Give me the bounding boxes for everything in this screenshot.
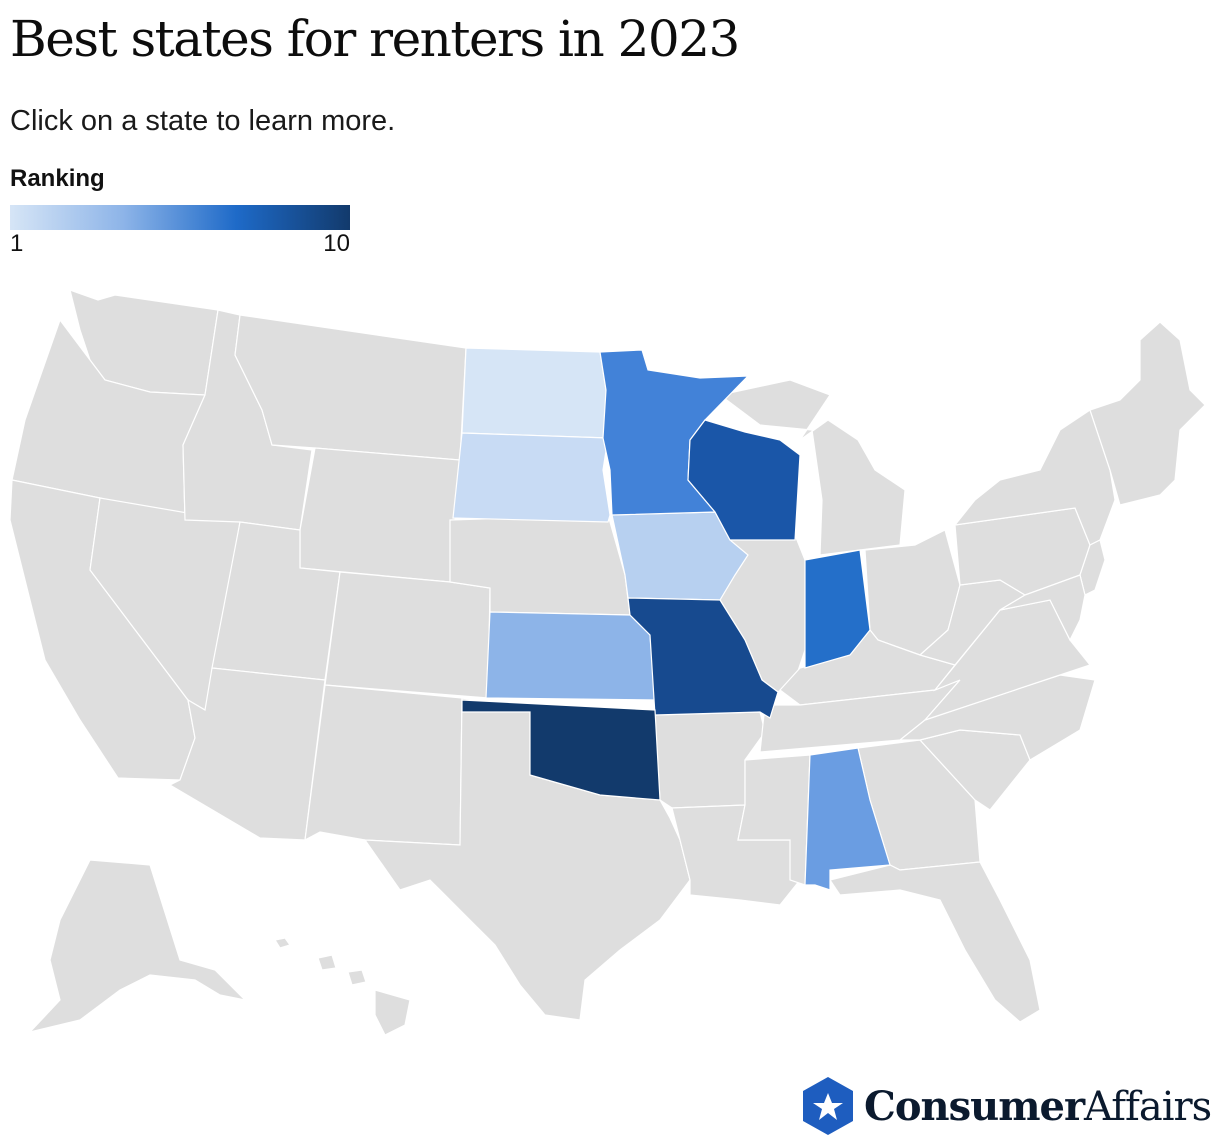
page-title: Best states for renters in 2023 <box>10 10 740 68</box>
state-kansas[interactable]: Kansas <box>485 611 656 701</box>
brand-part1: Consumer <box>864 1083 1085 1130</box>
brand-wordmark: ConsumerAffairs <box>864 1083 1212 1130</box>
state-montana[interactable] <box>234 314 467 461</box>
state-north-carolina[interactable] <box>898 674 1096 761</box>
legend-ticks: 1 10 <box>10 230 350 258</box>
state-florida[interactable] <box>829 861 1041 1023</box>
star-shield-icon <box>803 1077 853 1135</box>
state-indiana[interactable]: Indiana <box>804 549 871 669</box>
state-alabama[interactable]: Alabama <box>804 747 891 891</box>
state-delaware-maryland[interactable] <box>999 574 1086 642</box>
state-missouri[interactable]: Missouri <box>627 597 779 719</box>
state-michigan[interactable] <box>718 379 906 556</box>
legend-min-label: 1 <box>10 230 24 257</box>
legend-title: Ranking <box>10 165 105 192</box>
state-hawaii[interactable] <box>274 937 411 1036</box>
state-south-dakota[interactable]: South Dakota <box>452 432 611 523</box>
ranking-legend: Ranking 1 10 <box>10 165 350 258</box>
legend-max-label: 10 <box>323 230 350 257</box>
state-oklahoma[interactable]: Oklahoma <box>461 699 661 801</box>
map-states: North Dakota South Dakota Iowa Kansas Al… <box>9 289 1206 1036</box>
state-alaska[interactable] <box>28 859 247 1034</box>
legend-gradient-bar <box>10 205 350 230</box>
state-wyoming[interactable] <box>299 447 461 583</box>
us-states-map: North Dakota South Dakota Iowa Kansas Al… <box>9 289 1206 1036</box>
state-new-york[interactable] <box>953 409 1116 546</box>
state-new-england[interactable] <box>1089 321 1206 506</box>
brand-part2: Affairs <box>1084 1084 1212 1130</box>
state-new-mexico[interactable] <box>304 684 463 846</box>
consumeraffairs-logo: ConsumerAffairs <box>800 1075 1212 1137</box>
state-wisconsin[interactable]: Wisconsin <box>687 419 801 541</box>
page-subtitle: Click on a state to learn more. <box>10 105 396 137</box>
state-north-dakota[interactable]: North Dakota <box>461 347 609 439</box>
state-colorado[interactable] <box>324 571 491 699</box>
